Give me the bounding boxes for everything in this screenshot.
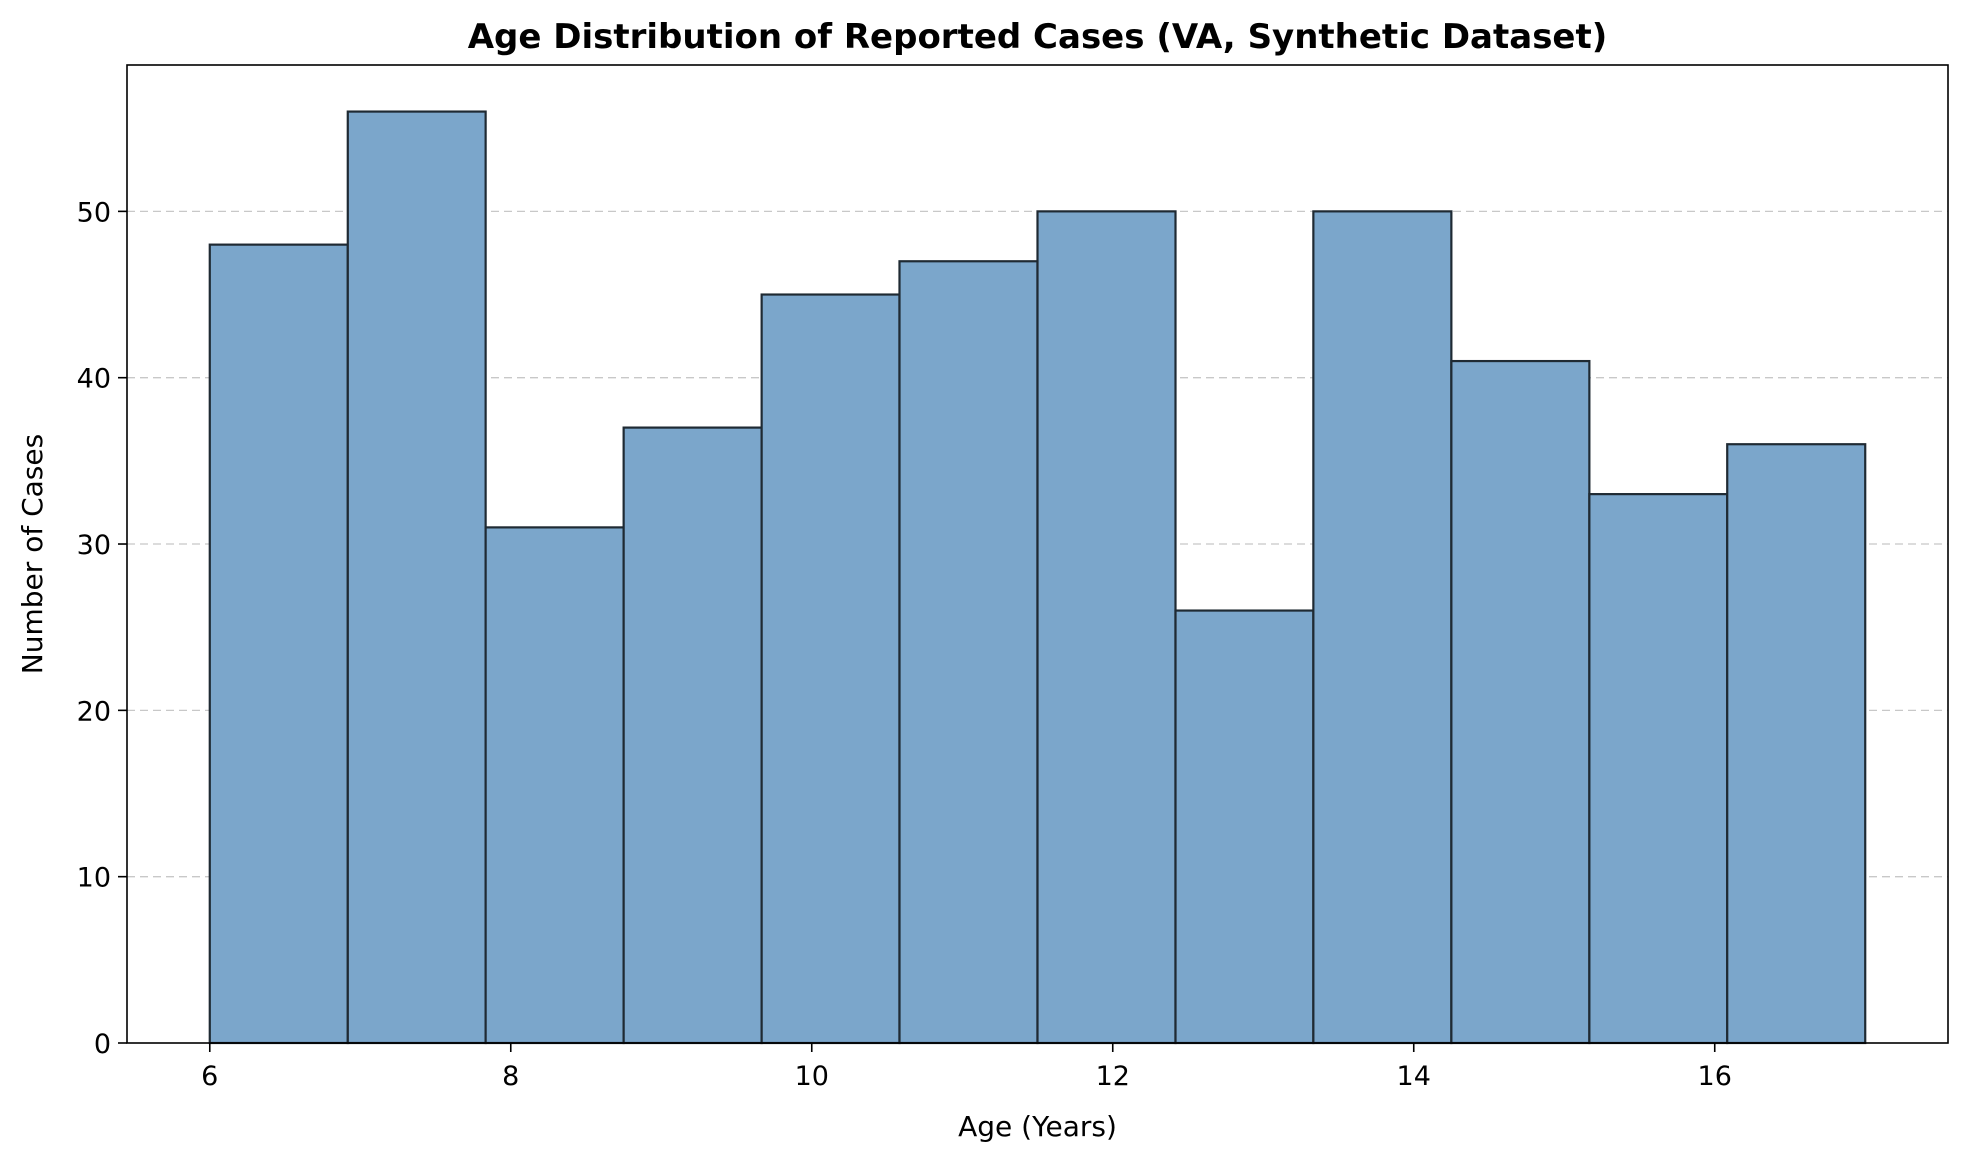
histogram-bar — [622, 426, 763, 1045]
x-axis-label: Age (Years) — [958, 1110, 1117, 1143]
y-tick-label: 20 — [77, 696, 111, 727]
histogram-bar — [1036, 210, 1177, 1045]
y-axis-ticks: 0 10 20 30 40 50 — [77, 197, 127, 1060]
y-tick-label: 30 — [77, 530, 111, 561]
histogram-bar — [1312, 210, 1453, 1045]
histogram-bar — [484, 526, 625, 1045]
bars — [208, 110, 1867, 1045]
histogram-bar — [208, 243, 349, 1045]
y-axis-label: Number of Cases — [16, 434, 49, 674]
plot-frame — [126, 64, 1949, 1044]
x-tick-label: 14 — [1397, 1061, 1431, 1092]
histogram-bar — [346, 110, 487, 1045]
y-tick-label: 50 — [77, 197, 111, 228]
histogram-bar — [1588, 493, 1729, 1045]
x-tick-label: 16 — [1698, 1061, 1732, 1092]
y-tick-label: 10 — [77, 863, 111, 894]
x-tick-label: 8 — [502, 1061, 519, 1092]
histogram-bar — [898, 260, 1039, 1045]
histogram-bar — [1174, 609, 1315, 1045]
histogram-bar — [1726, 443, 1867, 1045]
histogram-bar — [1450, 359, 1591, 1045]
x-axis-ticks: 6 8 10 12 14 16 — [201, 1043, 1732, 1092]
x-tick-label: 10 — [795, 1061, 829, 1092]
y-tick-label: 40 — [77, 364, 111, 395]
x-tick-label: 6 — [201, 1061, 218, 1092]
y-tick-label: 0 — [94, 1029, 111, 1060]
histogram-bar — [760, 293, 901, 1045]
chart-title: Age Distribution of Reported Cases (VA, … — [468, 17, 1608, 57]
x-tick-label: 12 — [1096, 1061, 1130, 1092]
